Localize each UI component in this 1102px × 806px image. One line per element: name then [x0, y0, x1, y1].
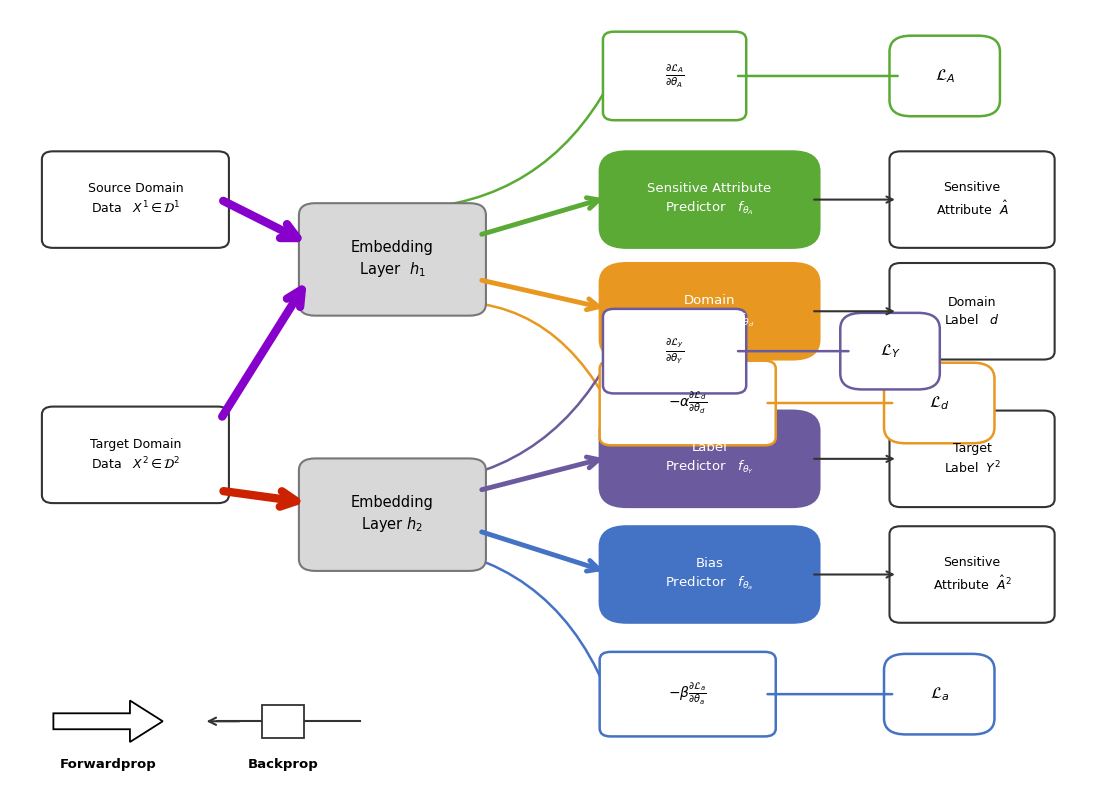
Text: $-\beta\frac{\partial \mathcal{L}_a}{\partial \theta_a}$: $-\beta\frac{\partial \mathcal{L}_a}{\pa…	[668, 681, 707, 708]
Text: Sensitive
Attribute  $\hat{A}^2$: Sensitive Attribute $\hat{A}^2$	[932, 556, 1012, 592]
FancyBboxPatch shape	[889, 263, 1055, 359]
Text: $\mathcal{L}_Y$: $\mathcal{L}_Y$	[879, 343, 900, 360]
Bar	[262, 704, 304, 738]
FancyBboxPatch shape	[889, 35, 1000, 116]
FancyBboxPatch shape	[884, 654, 994, 734]
Text: Label
Predictor   $f_{\theta_Y}$: Label Predictor $f_{\theta_Y}$	[665, 442, 754, 476]
Polygon shape	[53, 700, 163, 742]
Text: Sensitive
Attribute  $\hat{A}$: Sensitive Attribute $\hat{A}$	[936, 181, 1008, 218]
FancyBboxPatch shape	[42, 152, 229, 248]
Text: Target Domain
Data   $X^2 \in \mathcal{D}^2$: Target Domain Data $X^2 \in \mathcal{D}^…	[89, 438, 181, 472]
FancyBboxPatch shape	[599, 263, 820, 359]
Text: $\mathcal{L}_d$: $\mathcal{L}_d$	[929, 394, 950, 412]
Text: Bias
Predictor   $f_{\theta_a}$: Bias Predictor $f_{\theta_a}$	[666, 557, 754, 592]
Text: $\mathcal{L}_A$: $\mathcal{L}_A$	[934, 67, 954, 85]
Text: Embedding
Layer $h_2$: Embedding Layer $h_2$	[350, 495, 434, 534]
FancyBboxPatch shape	[889, 410, 1055, 507]
Text: Embedding
Layer  $h_1$: Embedding Layer $h_1$	[350, 240, 434, 279]
Text: Target
Label  $Y^2$: Target Label $Y^2$	[943, 442, 1001, 476]
FancyBboxPatch shape	[884, 363, 994, 443]
FancyBboxPatch shape	[889, 152, 1055, 248]
FancyBboxPatch shape	[599, 152, 820, 248]
Text: Source Domain
Data   $X^1 \in \mathcal{D}^1$: Source Domain Data $X^1 \in \mathcal{D}^…	[87, 182, 183, 217]
FancyBboxPatch shape	[599, 361, 776, 445]
FancyBboxPatch shape	[599, 652, 776, 737]
Text: Sensitive Attribute
Predictor   $f_{\theta_A}$: Sensitive Attribute Predictor $f_{\theta…	[648, 182, 771, 217]
Text: $\frac{\partial \mathcal{L}_y}{\partial \theta_Y}$: $\frac{\partial \mathcal{L}_y}{\partial …	[666, 337, 684, 366]
FancyBboxPatch shape	[42, 406, 229, 503]
FancyBboxPatch shape	[599, 410, 820, 507]
Text: $-\alpha\frac{\partial \mathcal{L}_d}{\partial \theta_d}$: $-\alpha\frac{\partial \mathcal{L}_d}{\p…	[668, 390, 707, 416]
Text: Forwardprop: Forwardprop	[60, 758, 156, 771]
FancyBboxPatch shape	[603, 31, 746, 120]
Text: $\frac{\partial \mathcal{L}_A}{\partial \theta_A}$: $\frac{\partial \mathcal{L}_A}{\partial …	[665, 62, 684, 89]
FancyBboxPatch shape	[889, 526, 1055, 623]
FancyBboxPatch shape	[599, 526, 820, 623]
FancyBboxPatch shape	[840, 313, 940, 389]
Text: Domain
Label   $d$: Domain Label $d$	[944, 296, 1000, 326]
Text: Backprop: Backprop	[248, 758, 318, 771]
Text: $\mathcal{L}_a$: $\mathcal{L}_a$	[930, 685, 949, 703]
FancyBboxPatch shape	[603, 309, 746, 393]
Text: Domain
Classifier   $f_{\theta_d}$: Domain Classifier $f_{\theta_d}$	[665, 294, 755, 329]
FancyBboxPatch shape	[299, 203, 486, 316]
FancyBboxPatch shape	[299, 459, 486, 571]
